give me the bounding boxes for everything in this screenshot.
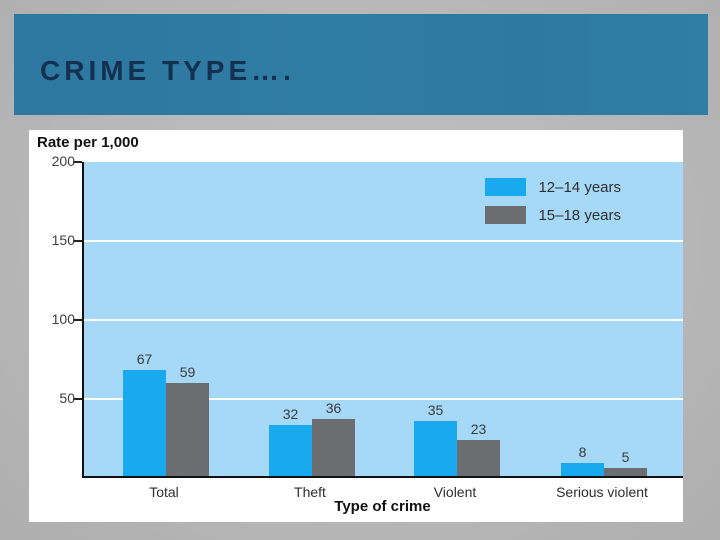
bar-value-label: 8 — [578, 444, 587, 460]
bar-0-1 — [269, 425, 312, 476]
gridline — [84, 240, 683, 242]
x-axis-title: Type of crime — [334, 498, 431, 515]
legend-swatch — [485, 178, 527, 196]
legend-item: 12–14 years — [485, 178, 621, 196]
bar-value-label: 5 — [621, 449, 630, 465]
y-tick-label: 100 — [51, 311, 75, 327]
x-category-label: Theft — [294, 484, 326, 500]
legend-label: 15–18 years — [538, 206, 621, 224]
chart-panel: Rate per 1,000 12–14 years 15–18 years 67… — [29, 130, 683, 522]
slide-title-bar: CRIME TYPE…. — [14, 14, 708, 115]
x-category-label: Serious violent — [556, 484, 648, 500]
x-category-label: Total — [149, 484, 179, 500]
legend-item: 15–18 years — [485, 206, 621, 224]
bar-1-2 — [457, 440, 500, 476]
x-category-label: Violent — [433, 484, 477, 500]
bar-value-label: 59 — [179, 364, 196, 380]
y-tick-mark — [73, 240, 82, 242]
y-tick-mark — [73, 161, 82, 163]
bar-value-label: 32 — [282, 406, 299, 422]
bar-1-1 — [312, 419, 355, 476]
y-tick-mark — [73, 319, 82, 321]
bar-0-0 — [123, 370, 166, 476]
bar-0-2 — [414, 421, 457, 476]
bar-value-label: 35 — [427, 402, 444, 418]
bar-value-label: 23 — [470, 421, 487, 437]
y-tick-label: 50 — [59, 390, 75, 406]
bar-1-0 — [166, 383, 209, 476]
legend-swatch — [485, 206, 527, 224]
y-axis-title: Rate per 1,000 — [37, 134, 139, 151]
bar-value-label: 67 — [136, 351, 153, 367]
legend-label: 12–14 years — [538, 178, 621, 196]
bar-value-label: 36 — [325, 400, 342, 416]
gridline — [84, 398, 683, 400]
plot-area: 12–14 years 15–18 years 67 32 35 8 59 36 23 5 — [82, 162, 683, 478]
y-tick-label: 150 — [51, 232, 75, 248]
slide-title: CRIME TYPE…. — [40, 55, 295, 86]
y-tick-mark — [73, 398, 82, 400]
gridline — [84, 319, 683, 321]
legend: 12–14 years 15–18 years — [485, 178, 621, 234]
y-tick-label: 200 — [51, 153, 75, 169]
bar-1-3 — [604, 468, 647, 476]
bar-0-3 — [561, 463, 604, 476]
